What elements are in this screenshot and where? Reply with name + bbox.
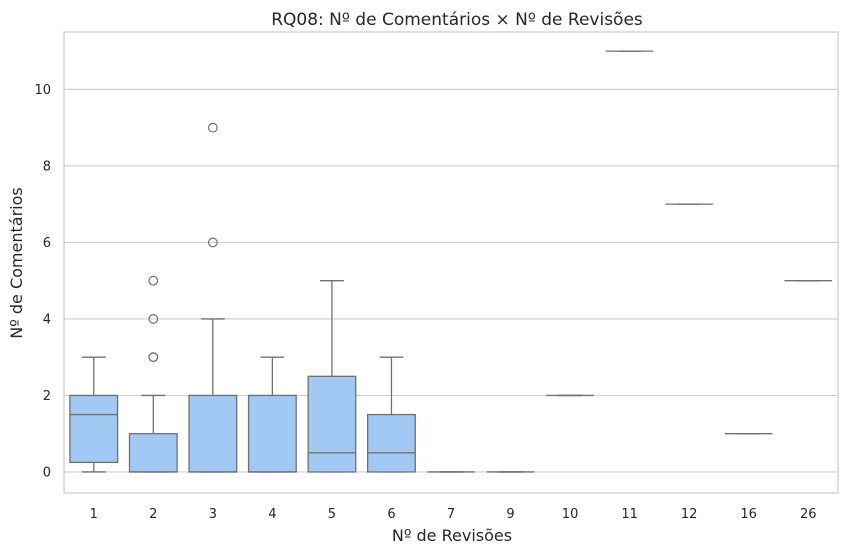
y-axis-label: Nº de Comentários	[7, 187, 26, 338]
outlier-point	[148, 352, 159, 363]
x-tick-label: 10	[562, 507, 579, 522]
x-axis-ticks: 1 2 3 4 5 6 7 9 10 11 12 16 26	[90, 507, 817, 522]
iqr-box	[366, 413, 416, 473]
y-tick-label: 0	[43, 465, 51, 480]
x-tick-label: 7	[447, 507, 455, 522]
x-tick-label: 9	[506, 507, 514, 522]
x-tick-label: 12	[681, 507, 698, 522]
x-tick-label: 4	[268, 507, 276, 522]
x-tick-label: 6	[387, 507, 395, 522]
iqr-box	[307, 375, 357, 473]
y-tick-label: 10	[34, 83, 51, 98]
y-tick-label: 2	[43, 389, 51, 404]
y-axis-ticks: 0 2 4 6 8 10	[34, 83, 51, 481]
outlier-point	[148, 314, 159, 324]
outlier-point	[207, 122, 218, 133]
box-series	[69, 50, 833, 473]
y-tick-label: 4	[43, 312, 51, 327]
box-1	[69, 356, 119, 473]
box-2	[128, 275, 178, 473]
x-tick-label: 3	[209, 507, 217, 522]
x-tick-label: 26	[800, 507, 817, 522]
box-5	[307, 280, 357, 473]
iqr-box	[188, 394, 238, 473]
x-tick-label: 11	[621, 507, 638, 522]
iqr-box	[128, 433, 178, 473]
x-tick-label: 16	[740, 507, 757, 522]
box-3	[188, 122, 238, 473]
box-4	[247, 356, 297, 473]
outlier-point	[207, 237, 218, 248]
box-6	[366, 356, 416, 473]
iqr-box	[69, 394, 119, 464]
iqr-box	[247, 394, 297, 473]
x-tick-label: 2	[149, 507, 157, 522]
chart-title: RQ08: Nº de Comentários × Nº de Revisões	[271, 10, 643, 30]
outlier-point	[148, 275, 159, 286]
x-tick-label: 5	[328, 507, 336, 522]
y-tick-label: 8	[43, 159, 51, 174]
grid-lines	[64, 88, 838, 473]
x-axis-label: Nº de Revisões	[392, 526, 512, 545]
x-tick-label: 1	[90, 507, 98, 522]
y-tick-label: 6	[43, 236, 51, 251]
plot-area-frame	[63, 31, 839, 494]
